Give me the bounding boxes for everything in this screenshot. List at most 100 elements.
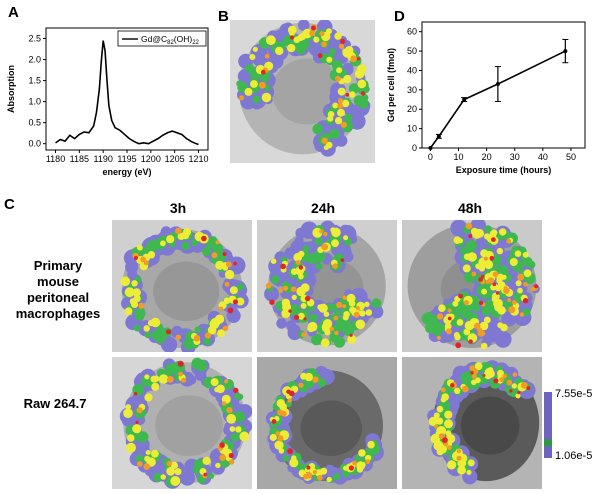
signal-spot [132,288,141,297]
signal-spot [329,128,340,139]
signal-spot [239,95,244,101]
signal-spot [319,31,325,37]
column-header-48h: 48h [457,200,483,216]
signal-spot [277,435,284,442]
signal-spot [218,306,224,311]
signal-spot [236,283,245,291]
signal-spot [226,413,237,424]
signal-spot [144,331,151,339]
color-scale-bar [544,392,552,458]
signal-spot [444,419,453,429]
signal-spot [452,300,459,307]
signal-spot [315,262,323,270]
signal-spot [287,326,302,341]
signal-spot [145,450,151,455]
signal-spot [303,317,307,321]
signal-spot [271,275,280,284]
signal-spot [501,274,507,280]
signal-spot [483,370,493,380]
signal-spot [160,474,166,480]
signal-spot [252,46,258,52]
signal-spot [143,325,150,332]
signal-spot [137,244,143,251]
cell-image-drawing [230,20,375,163]
signal-spot [224,269,235,280]
signal-spot [207,325,217,335]
signal-spot [465,240,477,252]
signal-spot [182,228,192,237]
signal-spot [323,145,329,151]
signal-spot [454,387,461,394]
signal-spot [302,245,310,253]
signal-spot [298,273,304,280]
signal-spot [158,374,169,384]
signal-spot [471,379,477,386]
signal-spot [227,307,234,314]
signal-spot [497,369,504,377]
signal-spot [331,239,339,248]
panel-label-c: C [4,196,15,213]
cell-image-drawing [112,220,252,352]
signal-spot [502,373,507,379]
x-tick-label: 1185 [70,154,89,164]
signal-spot [282,285,289,291]
signal-spot [120,276,131,287]
column-header-3h: 3h [169,200,187,216]
signal-spot [484,324,503,342]
signal-spot [463,300,469,306]
signal-spot [458,293,463,299]
signal-spot [338,43,345,49]
legend-box [117,30,207,47]
signal-spot [371,298,382,308]
signal-spot [313,470,317,474]
signal-spot [166,329,172,335]
signal-spot [334,116,343,125]
signal-spot [327,111,335,118]
signal-spot [153,472,163,482]
signal-spot [445,430,452,437]
signal-spot [287,25,297,35]
cell-nucleus [460,396,520,455]
signal-spot [305,472,313,479]
signal-spot [281,309,291,318]
cell-image-drawing [402,220,542,352]
signal-spot [367,440,375,449]
signal-spot [203,337,212,346]
x-tick-label: 1210 [188,154,208,164]
signal-spot [337,98,344,104]
signal-spot [364,301,370,307]
signal-spot [318,303,328,313]
signal-spot [447,460,457,470]
signal-spot [194,458,205,470]
signal-spot [509,258,518,266]
signal-spot [483,256,488,261]
signal-spot [500,323,508,332]
row-label-raw-264-7: Raw 264.7 [4,396,106,412]
x-tick-label: 1190 [93,154,112,164]
signal-spot [166,235,175,244]
signal-spot [297,463,305,471]
signal-spot [489,255,495,261]
signal-spot [506,379,513,386]
signal-spot [336,301,343,308]
signal-spot [211,252,218,259]
signal-spot [455,342,462,349]
signal-spot [530,286,536,292]
signal-spot [290,268,298,275]
signal-spot [342,469,350,478]
signal-spot [481,306,492,316]
signal-spot [428,416,439,427]
signal-spot [304,295,311,302]
y-tick-label: 30 [407,85,417,95]
y-axis-label: Gd per cell (fmol) [386,48,396,122]
signal-spot [462,264,471,273]
signal-spot [491,237,496,242]
signal-spot [276,318,287,329]
signal-spot [321,41,328,48]
signal-spot [274,440,284,450]
signal-spot [215,462,221,469]
x-tick-label: 1180 [46,154,65,164]
x-tick-label: 40 [538,152,548,162]
signal-spot [465,222,473,230]
signal-spot [140,256,146,263]
